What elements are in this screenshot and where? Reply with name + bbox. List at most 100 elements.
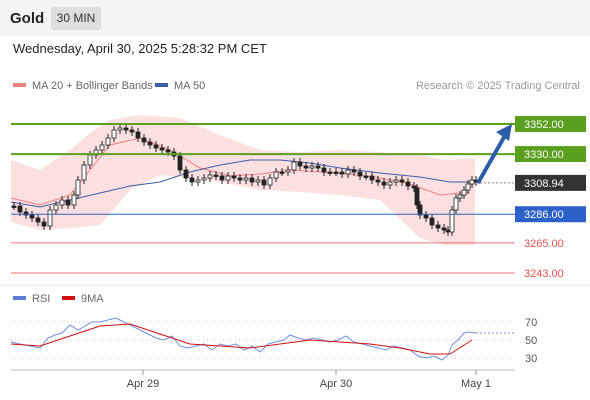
candle-body <box>243 177 249 181</box>
legend-ma20: MA 20 + Bollinger Bands <box>13 80 153 92</box>
candle-body <box>393 179 399 183</box>
candle-body <box>369 175 375 181</box>
candle-body <box>381 181 387 186</box>
candle-body <box>399 179 405 183</box>
ma20-swatch <box>13 83 26 88</box>
x-tick-label: May 1 <box>461 378 491 390</box>
candle-body <box>321 167 327 173</box>
symbol-title: Gold <box>10 10 45 27</box>
candle-body <box>291 161 297 171</box>
candle-body <box>453 197 459 211</box>
candle-body <box>47 209 53 227</box>
candle-body <box>357 171 363 177</box>
candle-body <box>81 164 87 181</box>
candle-body <box>177 155 183 171</box>
candle-body <box>469 179 475 185</box>
candle-body <box>249 177 255 183</box>
9ma-swatch <box>62 296 75 301</box>
legend-rsi: RSI <box>13 293 50 305</box>
candle-body <box>297 161 303 167</box>
candle-body <box>461 189 467 196</box>
pivot-label: 3286.00 <box>524 209 564 221</box>
credit-text: Research © 2025 Trading Central <box>415 80 580 92</box>
candle-body <box>75 179 81 196</box>
candle-body <box>405 181 411 187</box>
candle-body <box>213 174 219 177</box>
candle-body <box>117 127 123 131</box>
resistance-label-box <box>515 116 586 132</box>
candle-body <box>315 165 321 169</box>
candle-body <box>129 129 135 133</box>
candle-body <box>183 169 189 179</box>
candle-body <box>87 154 93 166</box>
rsi-label: RSI <box>32 293 51 305</box>
candle-body <box>41 221 47 227</box>
resistance-label: 3330.00 <box>524 149 564 161</box>
candle-body <box>345 169 351 175</box>
candle-body <box>375 179 381 183</box>
candle-body <box>255 179 261 183</box>
candle-body <box>303 165 309 169</box>
candle-body <box>411 185 417 189</box>
candle-body <box>231 175 237 179</box>
timeframe-badge[interactable]: 30 MIN <box>51 7 101 30</box>
candle-body <box>17 205 23 213</box>
candle-body <box>423 214 429 219</box>
candle-body <box>207 174 213 179</box>
candle-body <box>237 177 243 181</box>
ma20-label: MA 20 + Bollinger Bands <box>32 80 153 92</box>
candle-body <box>165 149 171 153</box>
support-label: 3265.00 <box>524 238 564 250</box>
resistance-label: 3352.00 <box>524 119 564 131</box>
ma50-label: MA 50 <box>174 80 206 92</box>
candle-body <box>53 204 59 211</box>
legend-ma50: MA 50 <box>155 80 205 92</box>
candle-body <box>65 199 71 206</box>
candle-body <box>449 209 455 233</box>
forecast-arrow-head <box>496 124 512 141</box>
candle-body <box>189 177 195 183</box>
candle-body <box>363 175 369 178</box>
candle-body <box>147 141 153 146</box>
candle-body <box>457 194 463 199</box>
candle-body <box>333 171 339 174</box>
rsi-9ma-line <box>10 323 473 355</box>
legend-9ma: 9MA <box>62 293 104 305</box>
forecast-arrow-shaft <box>476 131 509 184</box>
rsi-level-label: 50 <box>525 335 537 347</box>
candle-body <box>195 179 201 183</box>
candle-body <box>59 199 65 206</box>
x-tick-label: Apr 29 <box>127 378 159 390</box>
candle-body <box>29 214 35 219</box>
rsi-level-label: 30 <box>525 353 537 365</box>
candle-body <box>35 217 41 223</box>
candle-body <box>339 171 345 175</box>
candle-body <box>135 131 141 139</box>
candle-body <box>387 181 393 186</box>
candle-body <box>11 205 17 208</box>
pivot-label-box <box>515 206 586 223</box>
candle-body <box>71 194 77 206</box>
rsi-swatch <box>13 296 26 301</box>
candle-body <box>279 171 285 174</box>
rsi-level-label: 70 <box>525 317 537 329</box>
last-price-box <box>515 174 586 191</box>
candle-body <box>327 171 333 174</box>
candle-body <box>201 177 207 181</box>
support-label: 3243.00 <box>524 268 564 280</box>
candle-body <box>267 177 273 186</box>
candle-body <box>445 229 451 233</box>
candle-body <box>273 171 279 179</box>
candle-body <box>441 227 447 231</box>
rsi-line <box>10 317 477 361</box>
ma50-swatch <box>155 83 168 88</box>
candle-body <box>285 169 291 173</box>
candle-body <box>351 169 357 173</box>
resistance-label-box <box>515 146 586 163</box>
candle-body <box>219 175 225 181</box>
candle-body <box>309 165 315 169</box>
candle-body <box>153 144 159 149</box>
x-tick-label: Apr 30 <box>320 378 352 390</box>
candle-body <box>225 175 231 181</box>
